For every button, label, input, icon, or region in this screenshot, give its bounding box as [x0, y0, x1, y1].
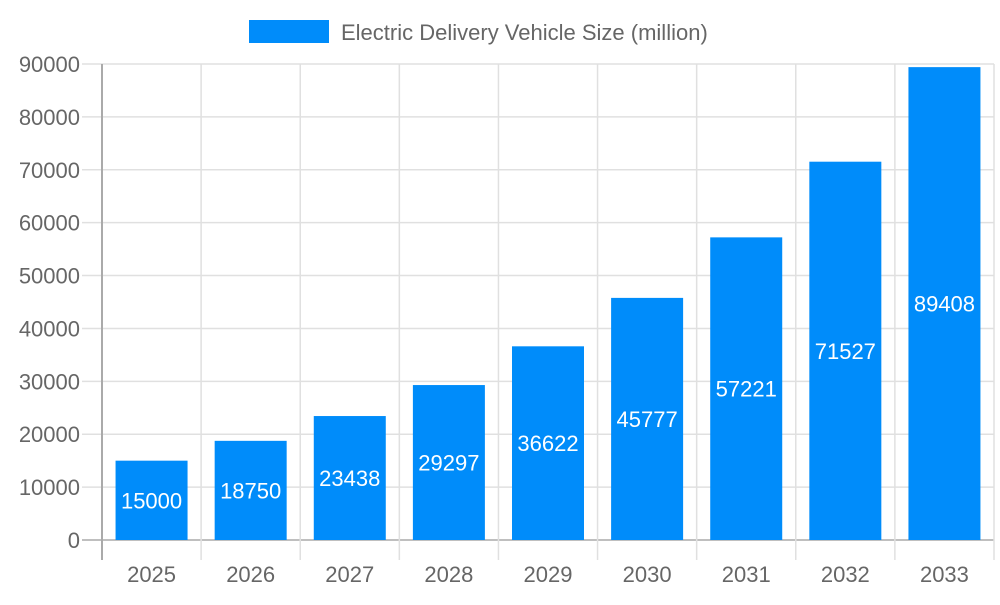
y-tick-label: 70000	[19, 158, 80, 183]
data-label: 57221	[716, 377, 777, 402]
grid	[82, 63, 995, 560]
data-label: 18750	[220, 478, 281, 503]
bar-2027	[313, 416, 386, 540]
bar-2033	[908, 67, 981, 541]
x-tick-label: 2031	[722, 562, 771, 587]
x-tick-label: 2033	[920, 562, 969, 587]
legend[interactable]: Electric Delivery Vehicle Size (million)	[249, 20, 708, 45]
x-tick-label: 2030	[623, 562, 672, 587]
data-label: 36622	[517, 431, 578, 456]
y-tick-label: 90000	[19, 52, 80, 77]
x-tick-label: 2025	[127, 562, 176, 587]
x-tick-label: 2027	[325, 562, 374, 587]
bar-2028	[412, 385, 485, 540]
y-tick-label: 30000	[19, 369, 80, 394]
data-label: 71527	[815, 339, 876, 364]
x-tick-label: 2028	[424, 562, 473, 587]
bar-2029	[512, 346, 584, 540]
bars: 15000 18750 23438 29297 36622 45777 57221 71527…	[115, 67, 981, 541]
axes: 0 10000 20000 30000 40000 50000 60000 70000 8000…	[19, 52, 969, 587]
y-tick-label: 0	[68, 528, 80, 553]
bar-2030	[611, 297, 684, 540]
bar-2031	[710, 237, 783, 540]
data-label: 23438	[319, 466, 380, 491]
legend-label: Electric Delivery Vehicle Size (million)	[341, 20, 708, 45]
bar-2025	[115, 460, 188, 540]
data-label: 45777	[617, 407, 678, 432]
x-tick-label: 2032	[821, 562, 870, 587]
data-label: 29297	[418, 451, 479, 476]
y-tick-label: 40000	[19, 316, 80, 341]
y-tick-label: 10000	[19, 475, 80, 500]
legend-swatch	[249, 20, 329, 43]
bar-2026	[214, 440, 287, 540]
y-tick-label: 50000	[19, 264, 80, 289]
data-label: 15000	[121, 488, 182, 513]
y-tick-label: 60000	[19, 211, 80, 236]
x-tick-label: 2026	[226, 562, 275, 587]
y-tick-label: 20000	[19, 422, 80, 447]
y-tick-label: 80000	[19, 105, 80, 130]
data-label: 89408	[914, 292, 975, 317]
bar-2032	[809, 161, 882, 540]
x-tick-label: 2029	[524, 562, 573, 587]
